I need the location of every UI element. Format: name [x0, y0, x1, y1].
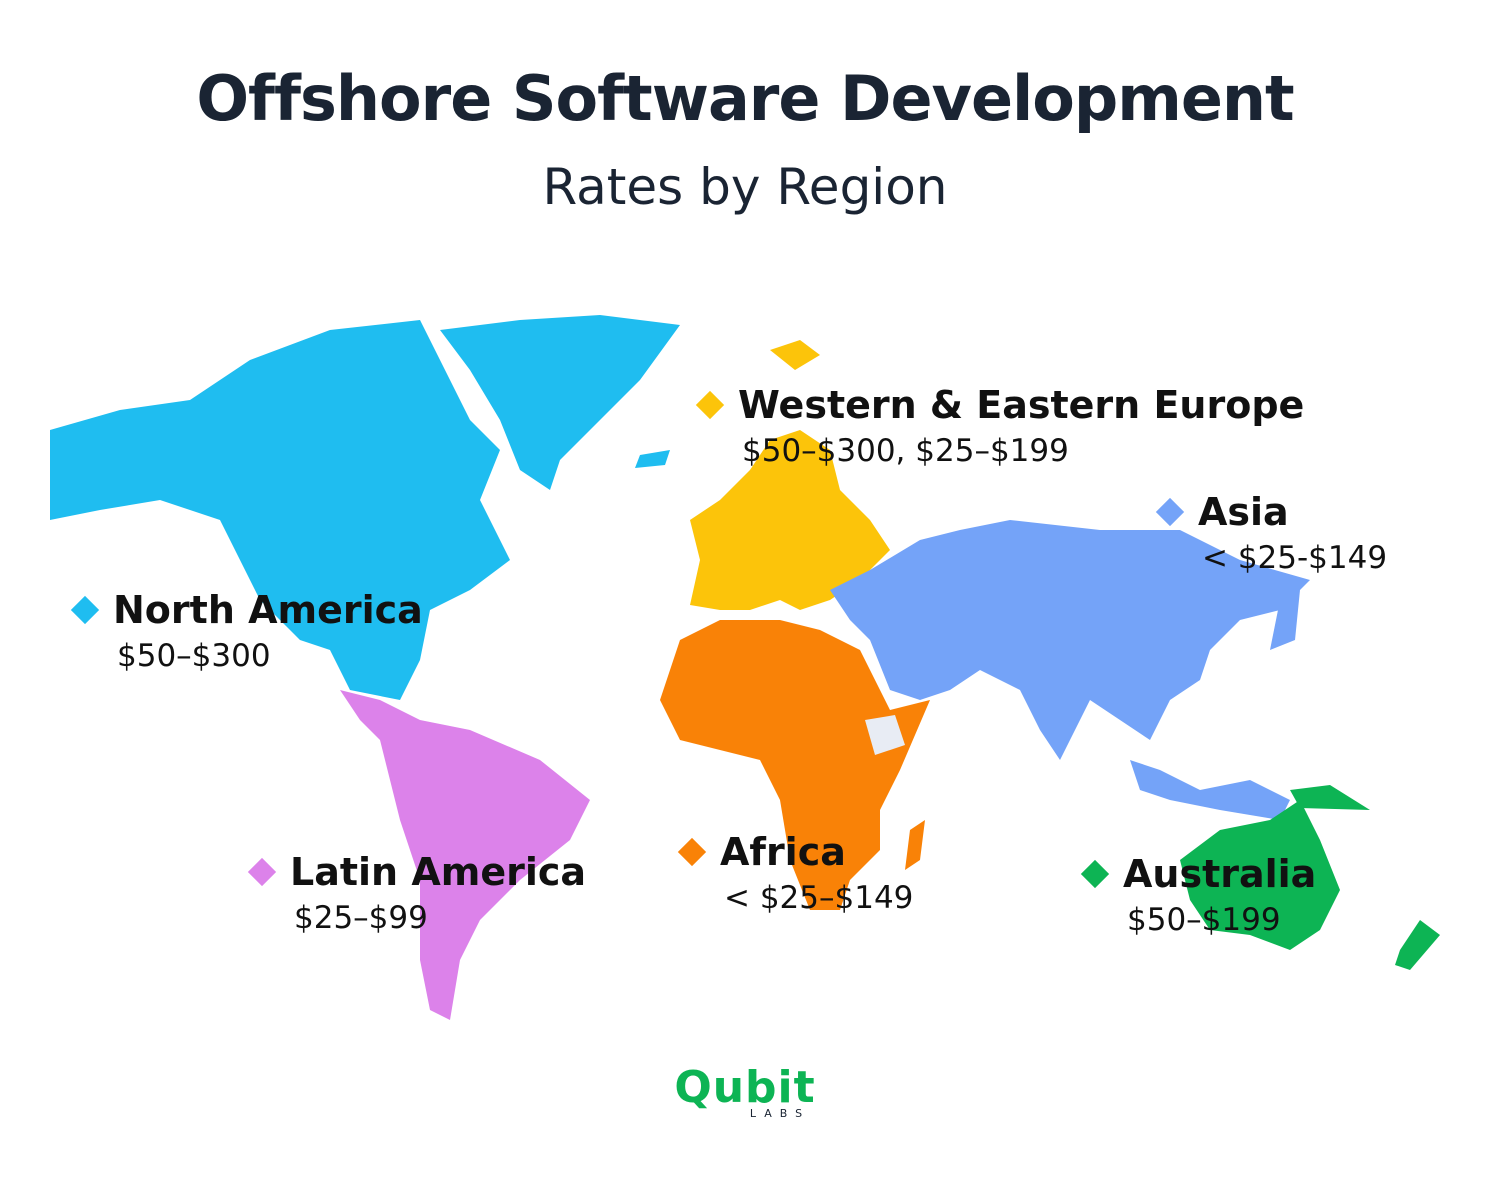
title: Offshore Software Development	[196, 62, 1294, 135]
logo-name: Qubit	[674, 1062, 816, 1113]
region-name-row: Australia	[1080, 852, 1317, 896]
region-name-row: North America	[70, 588, 423, 632]
latin-america-shape	[340, 690, 590, 1020]
logo-sub: LABS	[749, 1107, 811, 1120]
region-rates: $50–$300	[117, 638, 271, 674]
region-rates: $50–$300, $25–$199	[742, 433, 1069, 469]
region-marker	[247, 857, 277, 887]
region-marker	[1080, 859, 1110, 889]
region-name: Africa	[720, 830, 846, 874]
region-name: Australia	[1123, 852, 1317, 896]
region-name-row: Africa	[677, 830, 913, 874]
region-name: Western & Eastern Europe	[738, 383, 1305, 427]
north-america-shape	[50, 315, 680, 700]
region-marker	[677, 837, 707, 867]
region-label: Asia < $25-$149	[1155, 490, 1388, 576]
region-label: Africa < $25–$149	[677, 830, 914, 916]
region-name-row: Western & Eastern Europe	[695, 383, 1305, 427]
africa-shape	[660, 620, 930, 910]
region-name: Asia	[1198, 490, 1289, 534]
region-rates: $25–$99	[294, 900, 428, 936]
region-name: North America	[113, 588, 423, 632]
region-rates: < $25–$149	[724, 880, 914, 916]
region-name-row: Asia	[1155, 490, 1387, 534]
region-marker	[70, 595, 100, 625]
region-name: Latin America	[290, 850, 587, 894]
region-marker	[1155, 497, 1185, 527]
region-label: Australia $50–$199	[1080, 852, 1317, 938]
region-label: Latin America $25–$99	[247, 850, 587, 936]
region-label: North America $50–$300	[70, 588, 423, 674]
region-name-row: Latin America	[247, 850, 587, 894]
logo: Qubit LABS	[0, 1062, 1490, 1120]
region-rates: $50–$199	[1127, 902, 1281, 938]
australia-shape	[1180, 785, 1440, 970]
subtitle: Rates by Region	[542, 158, 948, 216]
region-label: Western & Eastern Europe $50–$300, $25–$1…	[695, 383, 1305, 469]
asia-shape	[830, 520, 1310, 820]
europe-shape	[690, 340, 890, 610]
region-rates: < $25-$149	[1202, 540, 1388, 576]
region-marker	[695, 390, 725, 420]
